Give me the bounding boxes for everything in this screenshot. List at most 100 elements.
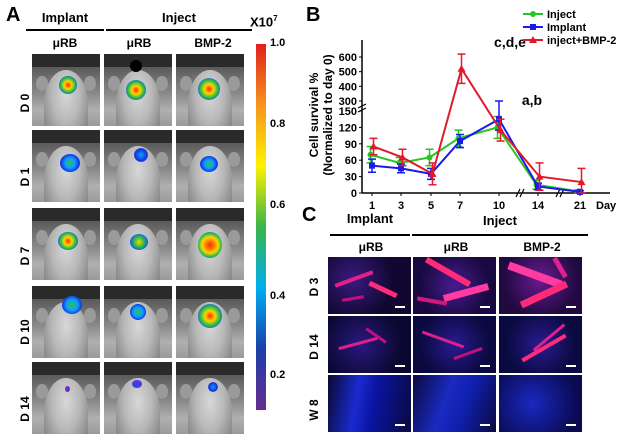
bli-image xyxy=(176,208,244,280)
x-tick-label: 10 xyxy=(493,200,505,212)
panel-a-inject-header: Inject xyxy=(162,10,196,25)
data-point xyxy=(398,153,407,161)
bli-image xyxy=(32,130,100,202)
y-tick-label: 90 xyxy=(345,139,357,151)
data-point xyxy=(369,162,375,169)
data-point xyxy=(535,172,544,180)
panel-a-letter: A xyxy=(6,4,21,26)
panel-a-row-d1: D 1 xyxy=(18,167,32,187)
x-tick-label: 1 xyxy=(369,200,375,212)
x-tick-label: 3 xyxy=(398,200,404,212)
x-tick-label: 5 xyxy=(428,200,434,212)
legend-marker xyxy=(530,24,536,30)
panel-c-inject-line xyxy=(412,234,588,236)
y-axis-label: Cell survival % xyxy=(307,72,321,157)
data-point xyxy=(426,154,433,161)
y-axis-break xyxy=(357,103,367,109)
bli-image xyxy=(104,286,172,358)
data-point xyxy=(577,178,586,186)
colorbar-tick: 0.6 xyxy=(270,199,286,211)
x-axis-break xyxy=(555,188,561,198)
panel-a-implant-header: Implant xyxy=(41,10,89,25)
legend-label: Implant xyxy=(547,22,586,34)
y-tick-label: 150 xyxy=(339,106,357,118)
panel-a-col-2: μRB xyxy=(126,36,152,50)
panel-a-col-3: BMP-2 xyxy=(194,36,232,50)
colorbar-tick: 0.4 xyxy=(270,290,286,302)
bli-image xyxy=(104,362,172,434)
data-point xyxy=(577,188,583,195)
x-axis-label: Day xyxy=(596,200,617,212)
panel-c-implant-header: Implant xyxy=(346,211,394,226)
colorbar-multiplier: X107 xyxy=(250,14,278,30)
bli-image xyxy=(32,286,100,358)
panel-a-row-d0: D 0 xyxy=(18,93,32,113)
data-point xyxy=(535,183,541,190)
bli-image xyxy=(176,54,244,126)
panel-c-row-d14: D 14 xyxy=(307,334,321,360)
colorbar-tick: 1.0 xyxy=(270,37,286,49)
x-axis-break xyxy=(519,188,525,198)
colorbar-tick: 0.8 xyxy=(270,118,286,130)
bli-image xyxy=(176,362,244,434)
panel-c-implant-line xyxy=(330,234,410,236)
annotation-label: a,b xyxy=(522,92,542,108)
legend-label: Inject xyxy=(547,9,576,21)
fluorescence-image xyxy=(328,375,411,432)
data-point xyxy=(428,169,437,177)
panel-a-inject-line xyxy=(106,29,252,31)
panel-c-row-w8: W 8 xyxy=(307,399,321,421)
legend-marker xyxy=(530,11,536,17)
panel-a-implant-line xyxy=(26,29,104,31)
fluorescence-image xyxy=(413,375,496,432)
panel-c-row-d3: D 3 xyxy=(307,277,321,297)
panel-b-letter: B xyxy=(306,4,321,26)
y-tick-label: 300 xyxy=(339,96,357,108)
legend-marker xyxy=(529,36,537,43)
bli-image xyxy=(104,130,172,202)
panel-a-row-d7: D 7 xyxy=(18,246,32,266)
y-tick-label: 60 xyxy=(345,155,357,167)
panel-c-col-3: BMP-2 xyxy=(523,240,561,254)
data-point xyxy=(457,138,463,145)
panel-c-inject-header: Inject xyxy=(483,213,517,228)
fluorescence-image xyxy=(499,316,582,373)
bli-image xyxy=(32,54,100,126)
data-point xyxy=(369,142,378,150)
panel-c-col-1: μRB xyxy=(358,240,384,254)
annotation-label: c,d,e xyxy=(494,34,526,50)
panel-c-letter: C xyxy=(302,204,317,226)
bli-image xyxy=(32,208,100,280)
colorbar-tick: 0.2 xyxy=(270,369,286,381)
fluorescence-image xyxy=(413,257,496,314)
data-point xyxy=(457,64,466,72)
legend-label: inject+BMP-2 xyxy=(547,35,616,47)
bli-image xyxy=(104,208,172,280)
panel-a-row-d10: D 10 xyxy=(18,319,32,345)
y-tick-label: 0 xyxy=(351,188,357,200)
fluorescence-image xyxy=(499,375,582,432)
y-tick-label: 400 xyxy=(339,81,357,93)
panel-a-col-1: μRB xyxy=(52,36,78,50)
y-axis-label: (Normalized to day 0) xyxy=(321,54,335,175)
bli-image xyxy=(176,286,244,358)
y-tick-label: 600 xyxy=(339,52,357,64)
fluorescence-image xyxy=(413,316,496,373)
panel-a-row-d14: D 14 xyxy=(18,396,32,422)
x-tick-label: 7 xyxy=(457,200,463,212)
x-tick-label: 14 xyxy=(532,200,545,212)
data-point xyxy=(398,165,404,172)
x-tick-label: 21 xyxy=(574,200,586,212)
fluorescence-image xyxy=(328,257,411,314)
fluorescence-image xyxy=(328,316,411,373)
y-tick-label: 30 xyxy=(345,172,357,184)
data-point xyxy=(496,126,505,134)
bli-image xyxy=(104,54,172,126)
panel-c-col-2: μRB xyxy=(443,240,469,254)
fluorescence-image xyxy=(499,257,582,314)
bli-image xyxy=(32,362,100,434)
y-tick-label: 120 xyxy=(339,122,357,134)
bli-image xyxy=(176,130,244,202)
colorbar xyxy=(256,44,266,410)
